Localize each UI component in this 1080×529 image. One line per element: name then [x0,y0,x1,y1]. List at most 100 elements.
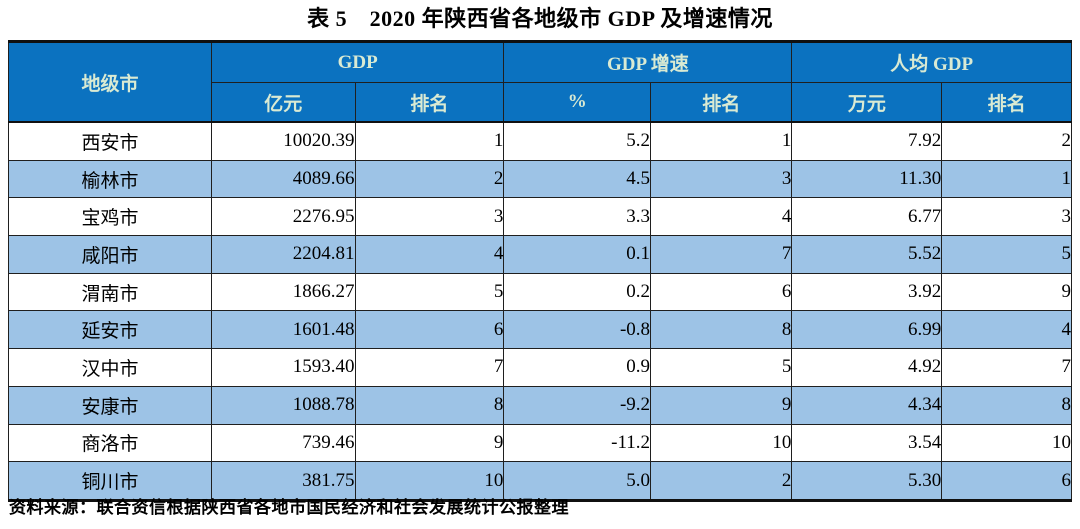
cell-percap: 5.52 [791,235,943,274]
cell-percap-rank: 10 [941,423,1072,463]
cell-growth: 0.1 [503,235,652,274]
cell-percap-rank: 7 [941,348,1072,387]
cell-gdp-rank: 1 [354,121,505,161]
cell-gdp-rank: 10 [354,461,505,501]
cell-percap: 3.92 [791,272,943,312]
cell-gdp: 2204.81 [211,235,356,274]
cell-percap-rank: 2 [941,121,1072,161]
cell-growth-rank: 5 [650,348,793,387]
header-sub-row: 亿元 排名 % 排名 万元 排名 [9,82,1072,123]
cell-percap: 5.30 [791,461,943,501]
cell-gdp-rank: 3 [354,197,505,237]
cell-gdp-rank: 6 [354,310,505,350]
cell-growth: 3.3 [503,197,652,237]
cell-gdp: 1601.48 [211,310,356,350]
cell-gdp-rank: 7 [354,348,505,387]
table-row: 延安市 1601.48 6 -0.8 8 6.99 4 [7,310,1072,350]
table-row: 西安市 10020.39 1 5.2 1 7.92 2 [7,121,1072,161]
table-row: 商洛市 739.46 9 -11.2 10 3.54 10 [7,423,1072,463]
cell-percap-rank: 5 [941,235,1072,274]
cell-growth: 0.2 [503,272,652,312]
cell-percap: 3.54 [791,423,943,463]
cell-growth: -0.8 [503,310,652,350]
cell-gdp: 381.75 [211,461,356,501]
cell-percap: 6.77 [791,197,943,237]
table-row: 宝鸡市 2276.95 3 3.3 4 6.77 3 [7,197,1072,237]
cell-percap-rank: 4 [941,310,1072,350]
cell-growth-rank: 3 [650,159,793,199]
cell-growth: -11.2 [503,423,652,463]
cell-growth-rank: 8 [650,310,793,350]
source-note-label: 资料来源： [9,498,97,517]
header-city: 地级市 [7,41,213,123]
cell-percap-rank: 3 [941,197,1072,237]
cell-percap-rank: 6 [941,461,1072,501]
cell-city: 安康市 [7,385,213,425]
cell-percap-rank: 9 [941,272,1072,312]
cell-growth: 0.9 [503,348,652,387]
table-body: 西安市 10020.39 1 5.2 1 7.92 2 榆林市 4089.66 … [7,121,1072,501]
cell-growth-rank: 2 [650,461,793,501]
source-note: 资料来源：联合资信根据陕西省各地市国民经济和社会发展统计公报整理 [9,493,569,518]
cell-city: 延安市 [7,310,213,350]
cell-city: 榆林市 [7,159,213,199]
cell-gdp-rank: 8 [354,385,505,425]
cell-gdp: 10020.39 [211,121,356,161]
cell-percap: 11.30 [791,159,943,199]
cell-gdp: 1088.78 [211,385,356,425]
header-growth-unit: % [503,82,652,123]
cell-percap: 7.92 [791,121,943,161]
cell-percap-rank: 1 [941,159,1072,199]
cell-growth-rank: 1 [650,121,793,161]
cell-gdp: 739.46 [211,423,356,463]
table-header: 地级市 GDP GDP 增速 人均 GDP 亿元 排名 % 排名 万元 排名 [7,41,1072,123]
source-note-text: 联合资信根据陕西省各地市国民经济和社会发展统计公报整理 [96,498,569,517]
cell-gdp-rank: 5 [354,272,505,312]
cell-gdp: 2276.95 [211,197,356,237]
cell-percap: 4.92 [791,348,943,387]
cell-growth-rank: 6 [650,272,793,312]
header-group-growth: GDP 增速 [503,41,793,83]
header-group-row: 地级市 GDP GDP 增速 人均 GDP [7,41,1072,123]
cell-growth: 4.5 [503,159,652,199]
cell-percap: 4.34 [791,385,943,425]
header-group-gdp: GDP [211,41,505,83]
cell-gdp: 1593.40 [211,348,356,387]
cell-growth-rank: 4 [650,197,793,237]
cell-city: 宝鸡市 [7,197,213,237]
cell-growth-rank: 10 [650,423,793,463]
cell-city: 渭南市 [7,272,213,312]
header-group-percap: 人均 GDP [791,41,1072,83]
table-row: 汉中市 1593.40 7 0.9 5 4.92 7 [7,348,1072,387]
header-growth-rank: 排名 [650,82,793,123]
cell-percap-rank: 8 [941,385,1072,425]
cell-gdp: 4089.66 [211,159,356,199]
cell-city: 铜川市 [7,461,213,501]
header-percap-rank: 排名 [941,82,1072,123]
header-gdp-rank: 排名 [354,82,505,123]
cell-city: 商洛市 [7,423,213,463]
header-gdp-unit: 亿元 [211,82,356,123]
cell-growth-rank: 9 [650,385,793,425]
cell-gdp-rank: 9 [354,423,505,463]
table-row: 铜川市 381.75 10 5.0 2 5.30 6 [7,461,1072,501]
cell-city: 西安市 [7,121,213,161]
table-row: 渭南市 1866.27 5 0.2 6 3.92 9 [7,272,1072,312]
cell-city: 咸阳市 [7,235,213,274]
cell-growth: 5.0 [503,461,652,501]
table-title: 表 5 2020 年陕西省各地级市 GDP 及增速情况 [307,6,773,31]
cell-gdp: 1866.27 [211,272,356,312]
header-percap-unit: 万元 [791,82,943,123]
table-row: 咸阳市 2204.81 4 0.1 7 5.52 5 [7,235,1072,274]
cell-city: 汉中市 [7,348,213,387]
cell-growth: 5.2 [503,121,652,161]
cell-growth: -9.2 [503,385,652,425]
cell-gdp-rank: 2 [354,159,505,199]
gdp-table: 地级市 GDP GDP 增速 人均 GDP 亿元 排名 % 排名 万元 排名 西… [7,40,1072,502]
table-row: 安康市 1088.78 8 -9.2 9 4.34 8 [7,385,1072,425]
cell-growth-rank: 7 [650,235,793,274]
cell-percap: 6.99 [791,310,943,350]
cell-gdp-rank: 4 [354,235,505,274]
table-row: 榆林市 4089.66 2 4.5 3 11.30 1 [7,159,1072,199]
